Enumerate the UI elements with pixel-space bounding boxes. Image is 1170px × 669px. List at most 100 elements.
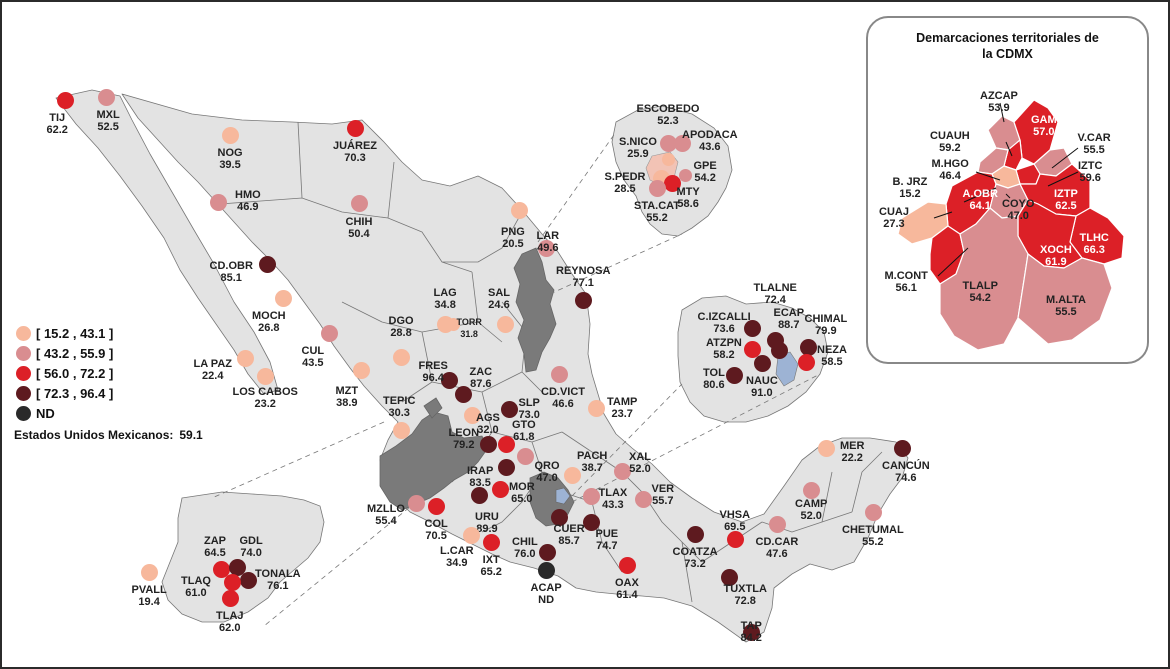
district-value: 53.9 xyxy=(988,102,1010,114)
city-label: CHIMAL 79.9 xyxy=(805,313,848,337)
city-dot xyxy=(274,289,292,307)
city-name: CHIL xyxy=(512,536,538,548)
city-value: 73.6 xyxy=(713,323,735,335)
city-label: MXL 52.5 xyxy=(97,109,120,133)
city-dot xyxy=(497,435,515,453)
city-value: 74.0 xyxy=(240,547,262,559)
legend-label: [ 56.0 , 72.2 ] xyxy=(36,366,114,381)
city-value: 73.2 xyxy=(684,558,706,570)
city-label: MOR 65.0 xyxy=(509,481,535,505)
city-label: STA.CAT 55.2 xyxy=(634,200,680,224)
valle-mexico-inset-shape xyxy=(677,295,829,423)
city-name: PVALL xyxy=(131,584,167,596)
city-dot xyxy=(497,458,515,476)
city-label: VHSA 69.5 xyxy=(720,509,751,533)
city-label: CHIH 50.4 xyxy=(346,216,373,240)
city-value: 49.6 xyxy=(537,242,559,254)
city-label: TONALA 76.1 xyxy=(255,568,301,592)
city-name: TLAJ xyxy=(216,610,244,622)
district-label: COYO 47.0 xyxy=(1002,198,1034,222)
city-name: TONALA xyxy=(255,568,301,580)
district-name: IZTC xyxy=(1078,160,1103,172)
city-dot xyxy=(346,119,364,137)
city-name: MZLLO xyxy=(367,503,405,515)
city-name: MOR xyxy=(509,481,535,493)
city-value: 54.2 xyxy=(694,172,716,184)
city-dot xyxy=(228,558,246,576)
city-name: COATZA xyxy=(672,546,718,558)
city-dot xyxy=(678,168,692,182)
city-label: PVALL 19.4 xyxy=(132,584,167,608)
district-value: 62.5 xyxy=(1055,200,1077,212)
city-name: MXL xyxy=(96,109,120,121)
city-value: 20.5 xyxy=(502,238,524,250)
district-value: 15.2 xyxy=(899,188,921,200)
city-name: APODACA xyxy=(682,129,738,141)
city-dot xyxy=(140,563,158,581)
city-dot xyxy=(537,239,555,257)
baja-california xyxy=(55,89,279,395)
city-name: VHSA xyxy=(719,509,751,521)
city-label: CAMP 52.0 xyxy=(795,498,827,522)
district-name: COYO xyxy=(1002,198,1035,210)
district-name: M.ALTA xyxy=(1046,294,1086,306)
city-name: TLALNE xyxy=(753,282,797,294)
legend-label: [ 72.3 , 96.4 ] xyxy=(36,386,114,401)
city-label: GDL 74.0 xyxy=(240,535,263,559)
city-dot xyxy=(470,486,488,504)
city-label: ESCOBEDO 52.3 xyxy=(637,103,700,127)
city-value: 58.5 xyxy=(821,356,843,368)
city-value: 43.3 xyxy=(602,499,624,511)
city-name: TOL xyxy=(703,367,725,379)
city-label: COL 70.5 xyxy=(425,518,448,542)
city-value: 85.7 xyxy=(558,535,580,547)
city-value: 61.4 xyxy=(616,589,638,601)
city-name: CAMP xyxy=(795,498,828,510)
city-label: MZT 38.9 xyxy=(336,385,359,409)
city-value: 64.5 xyxy=(204,547,226,559)
city-dot xyxy=(817,439,835,457)
city-name: TUXTLA xyxy=(723,583,767,595)
city-dot xyxy=(743,319,761,337)
legend-swatch xyxy=(16,406,31,421)
city-label: CD.OBR 85.1 xyxy=(210,260,253,284)
city-label: PUE 74.7 xyxy=(596,528,619,552)
city-name: LOS CABOS xyxy=(232,386,298,398)
city-name: HMO xyxy=(235,189,261,201)
city-dot xyxy=(446,317,460,331)
city-label: TLALNE 72.4 xyxy=(754,282,797,306)
city-value: 58.6 xyxy=(677,198,699,210)
city-label: IRAP 83.5 xyxy=(467,465,493,489)
city-label: NEZA 58.5 xyxy=(817,344,847,368)
city-label: S.PEDR 28.5 xyxy=(605,171,646,195)
city-label: TUXTLA 72.8 xyxy=(724,583,767,607)
city-label: TLAJ 62.0 xyxy=(216,610,244,634)
city-dot xyxy=(663,174,681,192)
city-value: 77.1 xyxy=(572,277,594,289)
district-label: TLALP 54.2 xyxy=(963,280,998,304)
city-name: TLAX xyxy=(598,487,628,499)
city-name: S.NICO xyxy=(619,136,657,148)
national-total: Estados Unidos Mexicanos: 59.1 xyxy=(14,428,203,442)
city-dot xyxy=(440,371,458,389)
city-label: CHIL 76.0 xyxy=(512,536,538,560)
district-name: GAM xyxy=(1031,114,1057,126)
city-name: C.IZCALLI xyxy=(697,311,751,323)
city-value: 55.4 xyxy=(375,515,397,527)
city-value: 61.8 xyxy=(513,431,535,443)
city-value: 52.0 xyxy=(800,510,822,522)
city-value: 47.6 xyxy=(766,548,788,560)
city-label: LOS CABOS 23.2 xyxy=(233,386,298,410)
city-dot xyxy=(209,193,227,211)
district-value: 46.4 xyxy=(939,170,961,182)
city-name: TAMP xyxy=(607,396,638,408)
city-value: 47.0 xyxy=(536,472,558,484)
city-label: C.IZCALLI 73.6 xyxy=(698,311,751,335)
city-label: MTY 58.6 xyxy=(677,186,700,210)
district-value: 61.9 xyxy=(1045,256,1067,268)
district-value: 55.5 xyxy=(1055,306,1077,318)
city-name: GDL xyxy=(239,535,263,547)
city-dot xyxy=(550,365,568,383)
city-value: 50.4 xyxy=(348,228,370,240)
city-dot xyxy=(797,353,815,371)
